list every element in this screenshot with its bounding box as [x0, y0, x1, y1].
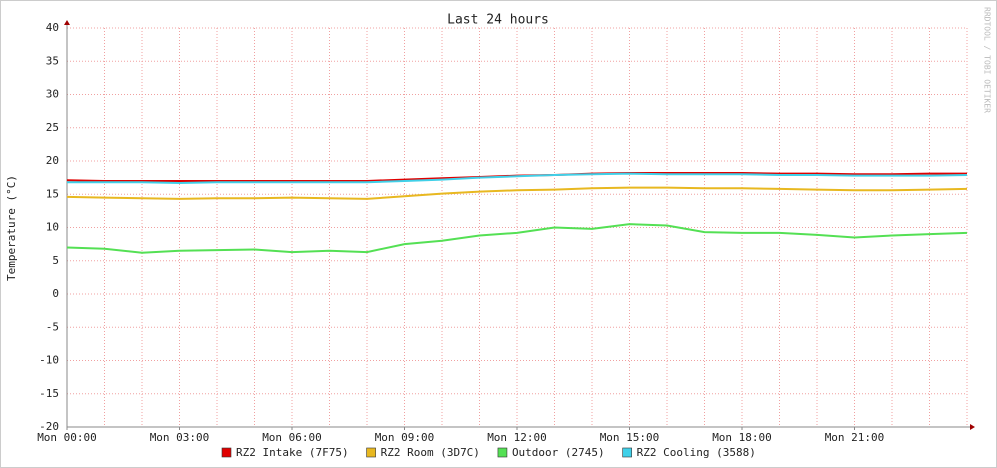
y-tick-label: 15 — [46, 187, 59, 200]
legend-label: RZ2 Cooling (3588) — [637, 446, 756, 459]
legend-label: Outdoor (2745) — [512, 446, 605, 459]
series-line — [66, 223, 968, 254]
legend-swatch — [221, 447, 232, 458]
x-tick-label: Mon 21:00 — [825, 431, 885, 444]
y-tick-label: 40 — [46, 21, 59, 34]
y-tick-label: 35 — [46, 54, 59, 67]
x-tick-label: Mon 18:00 — [712, 431, 772, 444]
x-tick-label: Mon 03:00 — [150, 431, 210, 444]
chart-title: Last 24 hours — [447, 13, 549, 28]
series-line — [66, 186, 968, 200]
y-axis-arrow — [64, 20, 70, 25]
y-tick-label: -10 — [39, 354, 59, 367]
x-axis-arrow — [970, 424, 975, 430]
legend-swatch — [497, 447, 508, 458]
x-tick-label: Mon 00:00 — [37, 431, 97, 444]
legend-label: RZ2 Room (3D7C) — [381, 446, 480, 459]
legend-swatch — [622, 447, 632, 458]
y-tick-label: 0 — [52, 287, 59, 300]
y-tick-label: 5 — [52, 254, 59, 267]
y-tick-label: 30 — [46, 88, 59, 101]
y-axis-label: Temperature (°C) — [5, 175, 18, 281]
y-tick-label: 25 — [46, 121, 59, 134]
x-tick-label: Mon 12:00 — [487, 431, 547, 444]
watermark: RRDTOOL / TOBI OETIKER — [983, 7, 992, 113]
legend-swatch — [366, 447, 376, 458]
y-tick-label: 20 — [46, 154, 59, 167]
legend-label: RZ2 Intake (7F75) — [236, 446, 349, 459]
y-tick-label: -5 — [46, 320, 59, 333]
x-tick-label: Mon 06:00 — [262, 431, 322, 444]
x-tick-label: Mon 09:00 — [375, 431, 435, 444]
series-line — [67, 172, 968, 184]
y-tick-label: -20 — [39, 420, 59, 433]
y-tick-label: 10 — [46, 221, 59, 234]
y-tick-label: -15 — [39, 387, 59, 400]
x-tick-label: Mon 15:00 — [600, 431, 660, 444]
